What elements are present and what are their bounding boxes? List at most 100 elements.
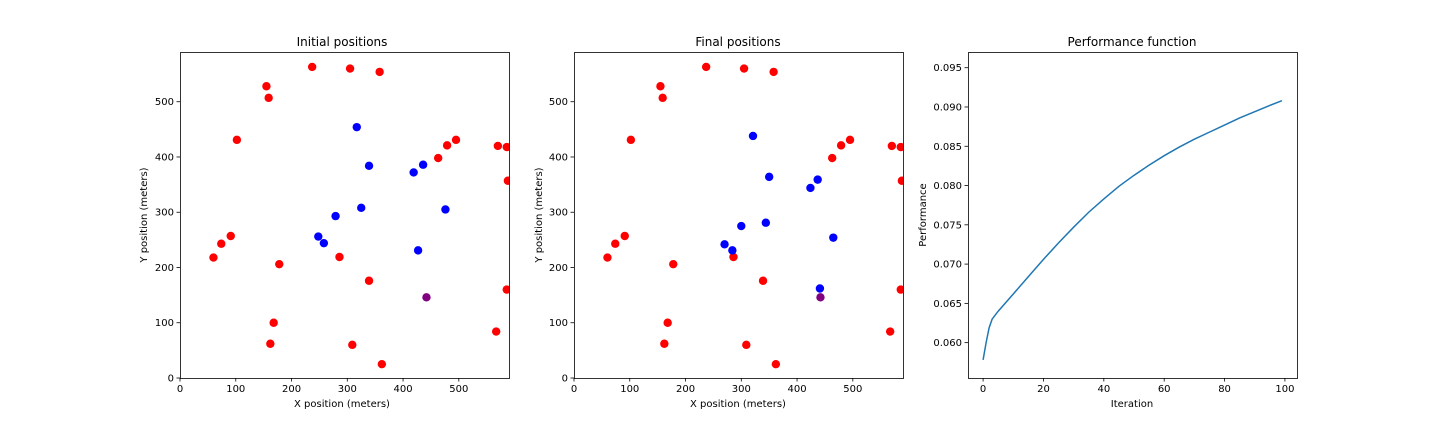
panel-initial-positions: 0 100 200 300 400 500 0 100 200 300 400 500 Initial…	[139, 35, 510, 410]
x-tick-label: 400	[788, 384, 807, 395]
y-tick-label: 500	[155, 97, 174, 108]
x-tick-label: 80	[1218, 384, 1231, 395]
chart-title-initial: Initial positions	[297, 35, 388, 49]
data-point	[275, 259, 284, 269]
x-tick-label: 200	[282, 384, 301, 395]
data-point	[813, 175, 822, 184]
data-point	[314, 232, 323, 241]
data-point	[335, 252, 344, 262]
data-point	[493, 141, 503, 151]
data-point	[442, 141, 452, 150]
y-tick-label: 0	[168, 374, 174, 385]
y-axis-label-performance: Performance	[918, 183, 929, 246]
data-point	[307, 62, 317, 72]
data-point	[656, 82, 665, 91]
y-tick-label: 0	[562, 374, 568, 385]
data-point	[761, 218, 771, 227]
data-point	[720, 240, 729, 249]
data-point	[771, 359, 781, 369]
data-point	[348, 340, 357, 350]
data-point	[451, 135, 461, 145]
data-point	[658, 93, 667, 103]
x-tick-label: 100	[1275, 384, 1294, 395]
data-point	[887, 141, 897, 151]
data-point	[728, 246, 737, 255]
plot-area-final: 0 100 200 300 400 500 0 100 200 300 400 500	[549, 52, 904, 395]
chart-title-final: Final positions	[695, 35, 780, 49]
data-point	[503, 176, 509, 185]
data-point	[319, 238, 329, 248]
data-point	[611, 239, 620, 248]
y-tick-label: 0.060	[933, 338, 962, 349]
y-tick-label: 100	[155, 318, 174, 329]
y-tick-label: 0.095	[933, 63, 962, 74]
data-marks	[603, 62, 903, 369]
x-tick-label: 0	[980, 384, 986, 395]
data-point	[836, 141, 846, 150]
data-point	[669, 259, 678, 269]
x-tick-label: 300	[732, 384, 751, 395]
data-point	[409, 168, 418, 177]
data-point	[603, 253, 612, 262]
data-point	[502, 142, 509, 152]
data-point	[626, 135, 636, 145]
data-point	[827, 153, 837, 163]
data-point	[502, 285, 509, 294]
data-point	[620, 231, 629, 241]
y-tick-label: 0.085	[933, 142, 962, 153]
x-tick-label: 20	[1037, 384, 1050, 395]
data-point	[217, 239, 226, 248]
y-tick-label: 300	[155, 208, 174, 219]
y-tick-label: 500	[549, 97, 568, 108]
x-tick-label: 60	[1158, 384, 1171, 395]
data-point	[209, 253, 218, 262]
data-point	[345, 64, 355, 73]
y-tick-label: 0.075	[933, 220, 962, 231]
data-point	[422, 293, 431, 302]
x-axis-label-final: X position (meters)	[690, 399, 786, 410]
data-point	[885, 327, 895, 336]
x-tick-label: 500	[449, 384, 468, 395]
data-point	[331, 211, 340, 221]
x-tick-label: 40	[1097, 384, 1110, 395]
data-point	[829, 233, 838, 242]
x-tick-label: 500	[843, 384, 862, 395]
data-point	[815, 284, 825, 293]
panel-final-positions: 0 100 200 300 400 500 0 100 200 300 400 500 Final p…	[534, 35, 904, 410]
series-line	[982, 100, 1283, 361]
y-tick-label: 0.080	[933, 181, 962, 192]
plot-frame	[574, 52, 904, 379]
data-point	[806, 183, 815, 193]
data-point	[364, 276, 374, 285]
data-point	[816, 293, 825, 302]
panel-performance-function: 0 20 40 60 80 100 0.060 0.065 0.070 0.075 0.080 0.0…	[918, 35, 1298, 410]
data-point	[663, 318, 672, 327]
x-tick-label: 400	[394, 384, 413, 395]
data-point	[377, 359, 387, 369]
data-point	[357, 203, 366, 213]
data-point	[441, 205, 450, 214]
y-axis-label-initial: Y position (meters)	[139, 167, 150, 263]
data-point	[491, 327, 501, 336]
plot-frame	[968, 52, 1298, 379]
data-point	[433, 153, 443, 163]
plot-frame	[180, 52, 510, 379]
data-point	[742, 340, 751, 350]
y-tick-label: 100	[549, 318, 568, 329]
x-tick-label: 100	[620, 384, 639, 395]
x-tick-label: 200	[676, 384, 695, 395]
data-point	[729, 252, 738, 262]
y-tick-label: 0.070	[933, 260, 962, 271]
plot-area-initial: 0 100 200 300 400 500 0 100 200 300 400 500	[155, 52, 510, 395]
data-point	[748, 131, 758, 141]
data-point	[262, 82, 271, 91]
data-point	[769, 67, 778, 77]
y-tick-label: 0.065	[933, 299, 962, 310]
data-point	[660, 339, 669, 348]
data-marks	[209, 62, 509, 369]
x-axis-label-performance: Iteration	[1111, 399, 1153, 410]
data-point	[352, 122, 361, 132]
data-point	[226, 231, 235, 241]
